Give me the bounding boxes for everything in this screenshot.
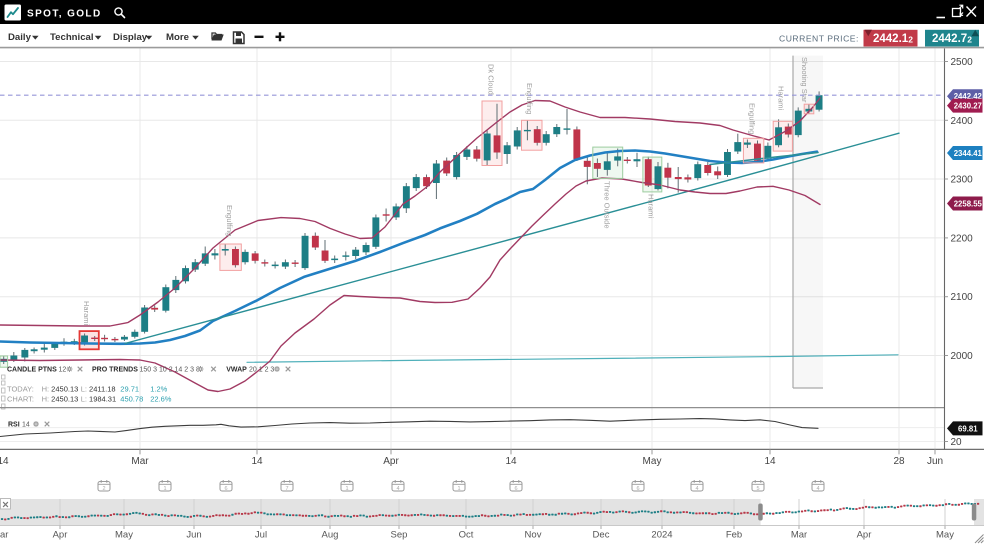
svg-text:CANDLE PTNS: CANDLE PTNS xyxy=(7,367,57,374)
svg-text:L: 2411.18: L: 2411.18 xyxy=(81,384,116,393)
svg-text:Display: Display xyxy=(113,32,148,43)
svg-text:22.6%: 22.6% xyxy=(150,394,172,403)
svg-text:14: 14 xyxy=(0,456,9,467)
svg-text:12: 12 xyxy=(59,367,67,374)
svg-text:14: 14 xyxy=(22,422,30,429)
svg-text:Mar: Mar xyxy=(791,530,807,541)
svg-text:CHART:: CHART: xyxy=(7,394,34,403)
svg-text:Shooting Star: Shooting Star xyxy=(800,57,809,103)
svg-text:4: 4 xyxy=(816,486,819,492)
svg-text:Aug: Aug xyxy=(322,530,339,541)
svg-text:Dk Cloud: Dk Cloud xyxy=(487,64,496,95)
svg-text:Nov: Nov xyxy=(525,530,542,541)
svg-text:2300: 2300 xyxy=(951,175,974,186)
svg-text:May: May xyxy=(936,530,954,541)
svg-text:Dec: Dec xyxy=(593,530,610,541)
svg-text:4: 4 xyxy=(695,486,698,492)
svg-text:2442.42: 2442.42 xyxy=(954,92,983,101)
svg-text:14: 14 xyxy=(251,456,263,467)
svg-text:2000: 2000 xyxy=(951,351,974,362)
svg-text:450.78: 450.78 xyxy=(120,394,143,403)
svg-text:H: 2450.13: H: 2450.13 xyxy=(42,384,79,393)
svg-text:PRO TRENDS: PRO TRENDS xyxy=(92,367,138,374)
svg-text:RSI: RSI xyxy=(8,422,20,429)
svg-text:May: May xyxy=(643,456,662,467)
svg-text:Engulfing: Engulfing xyxy=(525,83,534,114)
svg-text:14: 14 xyxy=(764,456,776,467)
svg-text:Engulfing: Engulfing xyxy=(225,205,234,236)
svg-text:Jun: Jun xyxy=(927,456,943,467)
svg-text:TODAY:: TODAY: xyxy=(7,384,34,393)
svg-text:H: 2450.13: H: 2450.13 xyxy=(42,394,79,403)
svg-text:Jun: Jun xyxy=(186,530,201,541)
svg-text:1: 1 xyxy=(345,486,348,492)
svg-text:1.2%: 1.2% xyxy=(150,384,167,393)
svg-text:2200: 2200 xyxy=(951,233,974,244)
svg-text:L: 1984.31: L: 1984.31 xyxy=(81,394,116,403)
svg-text:2024: 2024 xyxy=(651,530,672,541)
svg-text:Sep: Sep xyxy=(391,530,408,541)
svg-text:SPOT, GOLD: SPOT, GOLD xyxy=(27,9,102,20)
svg-text:28: 28 xyxy=(893,456,905,467)
svg-text:2442.72: 2442.72 xyxy=(932,33,972,45)
svg-text:6: 6 xyxy=(636,486,639,492)
svg-text:Technical: Technical xyxy=(50,32,94,43)
svg-text:CURRENT PRICE:: CURRENT PRICE: xyxy=(779,34,859,44)
svg-text:2344.41: 2344.41 xyxy=(954,149,983,158)
svg-text:Mar: Mar xyxy=(131,456,149,467)
svg-text:1: 1 xyxy=(457,486,460,492)
svg-text:May: May xyxy=(115,530,133,541)
svg-text:150 3 10 2 14 2 3 8: 150 3 10 2 14 2 3 8 xyxy=(140,367,200,374)
svg-text:2: 2 xyxy=(102,486,105,492)
svg-text:2500: 2500 xyxy=(951,57,974,68)
svg-text:Daily: Daily xyxy=(8,32,32,43)
svg-text:Harami: Harami xyxy=(647,194,656,219)
svg-text:2430.27: 2430.27 xyxy=(954,102,982,111)
svg-text:1: 1 xyxy=(163,486,166,492)
svg-text:Engulfing: Engulfing xyxy=(748,103,757,134)
svg-text:14: 14 xyxy=(505,456,517,467)
svg-text:6: 6 xyxy=(514,486,517,492)
svg-text:Oct: Oct xyxy=(459,530,474,541)
svg-text:2100: 2100 xyxy=(951,292,974,303)
svg-text:5: 5 xyxy=(756,486,759,492)
svg-text:Apr: Apr xyxy=(383,456,399,467)
svg-text:2400: 2400 xyxy=(951,116,974,127)
svg-text:More: More xyxy=(166,32,189,43)
svg-text:Harami: Harami xyxy=(82,301,91,326)
svg-text:7: 7 xyxy=(285,486,288,492)
svg-text:20 1 2 3: 20 1 2 3 xyxy=(249,367,274,374)
svg-text:2442.12: 2442.12 xyxy=(873,33,913,45)
svg-text:Apr: Apr xyxy=(857,530,872,541)
svg-text:4: 4 xyxy=(396,486,399,492)
svg-text:Harami: Harami xyxy=(777,86,786,111)
svg-text:Three Outside: Three Outside xyxy=(603,181,612,229)
svg-text:6: 6 xyxy=(224,486,227,492)
svg-text:Apr: Apr xyxy=(53,530,68,541)
svg-text:VWAP: VWAP xyxy=(226,367,247,374)
svg-text:2258.55: 2258.55 xyxy=(954,199,983,208)
svg-text:69.81: 69.81 xyxy=(958,424,978,433)
svg-text:Jul: Jul xyxy=(255,530,267,541)
svg-text:Feb: Feb xyxy=(726,530,742,541)
svg-text:29.71: 29.71 xyxy=(120,384,139,393)
svg-text:20: 20 xyxy=(951,437,963,448)
svg-text:ar: ar xyxy=(0,530,8,541)
